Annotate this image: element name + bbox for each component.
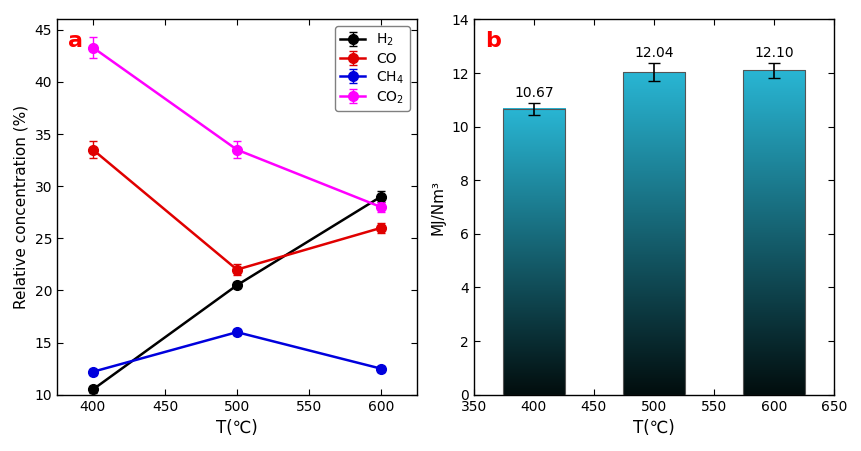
Text: 12.10: 12.10 — [754, 46, 794, 60]
Bar — [503, 109, 565, 395]
Y-axis label: Relative concentration (%): Relative concentration (%) — [14, 105, 29, 309]
Legend: H$_2$, CO, CH$_4$, CO$_2$: H$_2$, CO, CH$_4$, CO$_2$ — [335, 26, 410, 111]
Text: a: a — [68, 31, 83, 51]
Text: b: b — [485, 31, 500, 51]
Bar — [743, 70, 805, 395]
X-axis label: T(℃): T(℃) — [633, 419, 675, 437]
X-axis label: T(℃): T(℃) — [216, 419, 257, 437]
Text: 12.04: 12.04 — [635, 46, 673, 60]
Bar — [623, 72, 685, 395]
Y-axis label: MJ/Nm³: MJ/Nm³ — [430, 179, 446, 235]
Text: 10.67: 10.67 — [514, 86, 554, 100]
